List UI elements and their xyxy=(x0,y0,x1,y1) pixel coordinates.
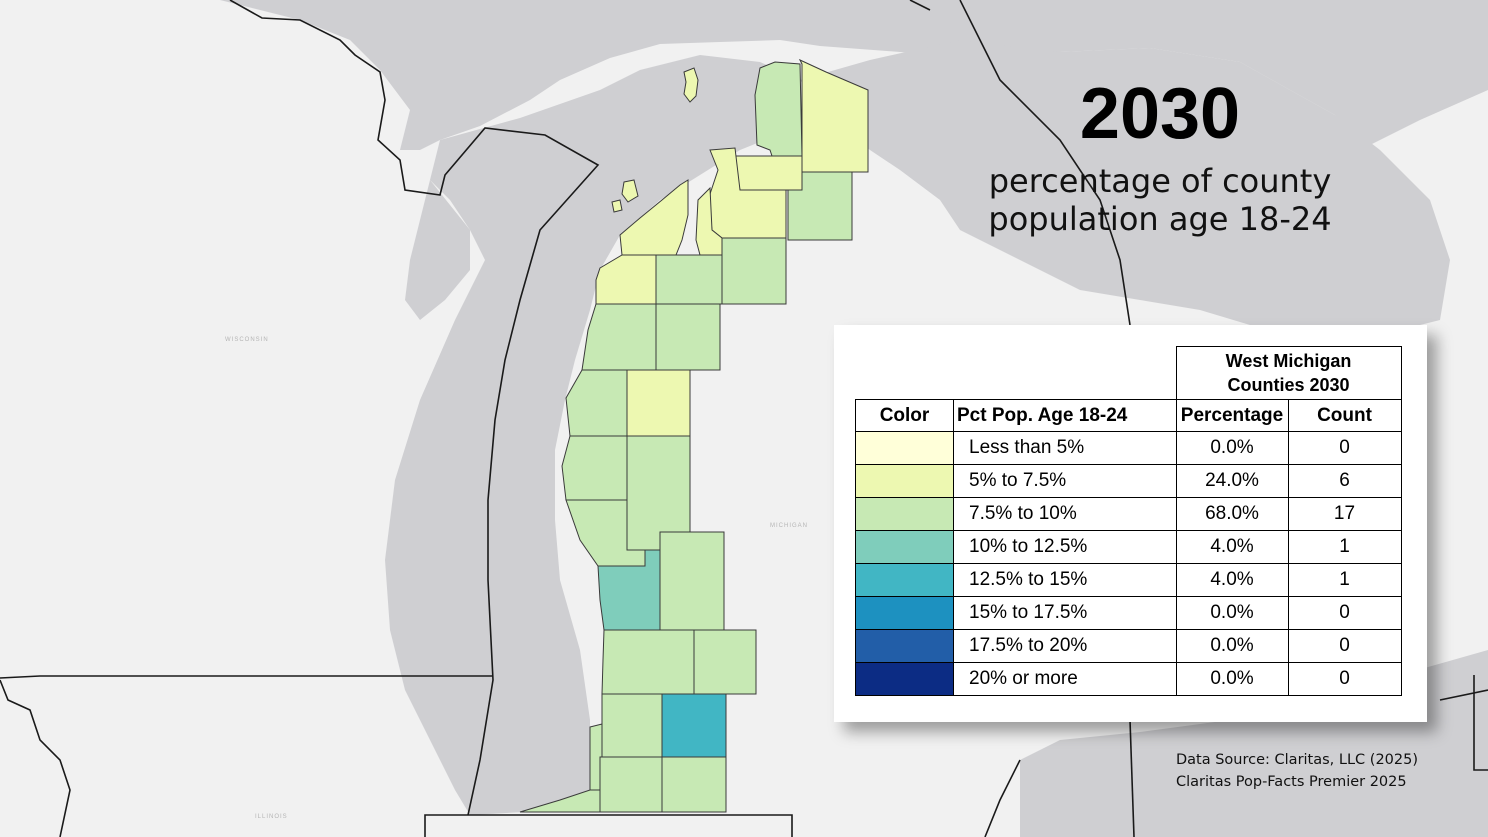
county[interactable] xyxy=(787,171,853,241)
legend-group-header-row: West Michigan Counties 2030 xyxy=(856,346,1402,400)
col-header-count: Count xyxy=(1287,399,1402,432)
legend-count: 0 xyxy=(1287,662,1402,696)
map-label-illinois: ILLINOIS xyxy=(255,814,288,820)
legend-row: 20% or more 0.0% 0 xyxy=(855,662,1402,696)
legend-percentage: 68.0% xyxy=(1175,497,1289,531)
county[interactable] xyxy=(661,693,727,758)
map-subtitle: percentage of county population age 18-2… xyxy=(960,162,1360,238)
legend-column-header-row: Color Pct Pop. Age 18-24 Percentage Coun… xyxy=(855,399,1402,432)
county[interactable] xyxy=(655,254,723,305)
legend-count: 0 xyxy=(1287,596,1402,630)
legend-category: 15% to 17.5% xyxy=(953,596,1177,630)
state-boundary xyxy=(909,0,1131,326)
legend-category: Less than 5% xyxy=(953,431,1177,465)
county[interactable] xyxy=(659,531,725,631)
legend-count: 1 xyxy=(1287,563,1402,597)
county[interactable] xyxy=(519,789,601,813)
legend-category: 7.5% to 10% xyxy=(953,497,1177,531)
legend-swatch xyxy=(855,563,954,597)
source-line-2: Claritas Pop-Facts Premier 2025 xyxy=(1176,774,1407,790)
legend-row: 15% to 17.5% 0.0% 0 xyxy=(855,596,1402,630)
legend-swatch xyxy=(855,629,954,663)
county[interactable] xyxy=(754,61,803,157)
county[interactable] xyxy=(661,756,727,813)
legend-swatch xyxy=(855,464,954,498)
group-header-line-2: Counties 2030 xyxy=(1227,375,1350,395)
col-header-percentage: Percentage xyxy=(1175,399,1289,432)
county[interactable] xyxy=(734,155,803,191)
state-boundary xyxy=(1439,675,1488,771)
county[interactable] xyxy=(655,303,721,371)
legend-swatch xyxy=(855,662,954,696)
legend-percentage: 0.0% xyxy=(1175,431,1289,465)
legend-table: West Michigan Counties 2030 Color Pct Po… xyxy=(855,346,1402,696)
data-source: Data Source: Claritas, LLC (2025) Clarit… xyxy=(1176,749,1418,793)
legend-swatch xyxy=(855,497,954,531)
legend-count: 0 xyxy=(1287,629,1402,663)
legend-row: 10% to 12.5% 4.0% 1 xyxy=(855,530,1402,564)
subtitle-line-1: percentage of county xyxy=(988,162,1332,200)
county[interactable] xyxy=(581,303,657,371)
island xyxy=(611,199,623,213)
legend-count: 1 xyxy=(1287,530,1402,564)
legend-category: 12.5% to 15% xyxy=(953,563,1177,597)
state-boundary xyxy=(1129,719,1135,837)
legend-count: 6 xyxy=(1287,464,1402,498)
legend-card: West Michigan Counties 2030 Color Pct Po… xyxy=(834,325,1427,722)
legend-body: Less than 5% 0.0% 0 5% to 7.5% 24.0% 6 7.5% to… xyxy=(855,431,1402,696)
county[interactable] xyxy=(798,58,869,173)
island xyxy=(621,179,639,203)
state-boundary xyxy=(0,679,71,837)
legend-group-header: West Michigan Counties 2030 xyxy=(1175,346,1402,400)
legend-swatch xyxy=(855,530,954,564)
county[interactable] xyxy=(561,435,628,501)
lake-superior xyxy=(220,0,1488,150)
legend-row: 7.5% to 10% 68.0% 17 xyxy=(855,497,1402,531)
county[interactable] xyxy=(626,369,691,437)
county[interactable] xyxy=(693,629,757,695)
map-label-wisconsin: WISCONSIN xyxy=(225,337,269,343)
legend-category: 10% to 12.5% xyxy=(953,530,1177,564)
legend-percentage: 24.0% xyxy=(1175,464,1289,498)
legend-row: 12.5% to 15% 4.0% 1 xyxy=(855,563,1402,597)
legend-row: Less than 5% 0.0% 0 xyxy=(855,431,1402,465)
group-header-line-1: West Michigan xyxy=(1225,351,1352,371)
county[interactable] xyxy=(721,237,787,305)
legend-percentage: 0.0% xyxy=(1175,662,1289,696)
col-header-color: Color xyxy=(855,399,954,432)
county[interactable] xyxy=(599,756,663,813)
county[interactable] xyxy=(601,693,663,758)
state-boundary xyxy=(424,814,793,837)
legend-percentage: 4.0% xyxy=(1175,563,1289,597)
county-layer xyxy=(519,58,869,813)
legend-percentage: 0.0% xyxy=(1175,596,1289,630)
legend-percentage: 4.0% xyxy=(1175,530,1289,564)
legend-category: 17.5% to 20% xyxy=(953,629,1177,663)
lake-huron xyxy=(800,40,1450,330)
lake-michigan xyxy=(385,55,800,815)
legend-count: 0 xyxy=(1287,431,1402,465)
source-line-1: Data Source: Claritas, LLC (2025) xyxy=(1176,752,1419,768)
subtitle-line-2: population age 18-24 xyxy=(988,200,1332,238)
map-title-year: 2030 xyxy=(1079,74,1241,154)
island xyxy=(683,67,699,103)
legend-swatch xyxy=(855,596,954,630)
legend-category: 5% to 7.5% xyxy=(953,464,1177,498)
map-label-michigan: MICHIGAN xyxy=(770,523,808,529)
legend-swatch xyxy=(855,431,954,465)
legend-category: 20% or more xyxy=(953,662,1177,696)
state-boundary xyxy=(984,759,1021,837)
county[interactable] xyxy=(601,629,695,695)
legend-percentage: 0.0% xyxy=(1175,629,1289,663)
green-bay xyxy=(405,180,470,320)
state-boundary xyxy=(229,0,600,816)
legend-row: 5% to 7.5% 24.0% 6 xyxy=(855,464,1402,498)
col-header-category: Pct Pop. Age 18-24 xyxy=(953,399,1177,432)
legend-row: 17.5% to 20% 0.0% 0 xyxy=(855,629,1402,663)
state-boundary xyxy=(0,675,493,679)
legend-count: 17 xyxy=(1287,497,1402,531)
